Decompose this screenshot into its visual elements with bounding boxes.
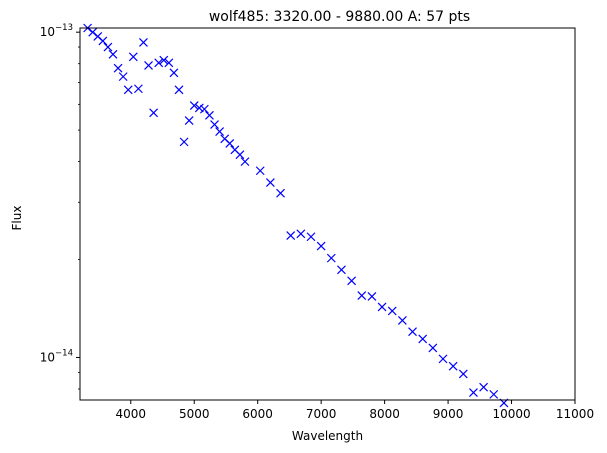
data-point [469,388,478,397]
data-point [179,137,189,147]
data-point [397,315,407,325]
data-point [169,68,179,78]
data-point [286,231,296,240]
data-point [194,103,204,113]
data-point [428,343,438,353]
data-point [215,127,225,136]
data-point [174,85,184,95]
data-point [367,292,377,301]
data-point [448,361,458,371]
data-point [418,334,428,344]
data-point [296,229,306,239]
data-point [199,104,209,114]
data-point [118,72,128,82]
data-point [139,38,148,47]
data-point [377,302,387,312]
data-point [357,291,367,300]
data-points [83,23,509,408]
data-point [316,241,326,251]
data-point [128,52,138,62]
data-point [159,55,169,65]
data-point [438,354,448,364]
data-point [326,253,336,263]
data-point [306,232,316,242]
x-tick-label: 6000 [242,407,273,421]
data-point [164,58,174,68]
x-tick-label: 11000 [556,407,594,421]
x-tick-label: 9000 [433,407,464,421]
data-point [337,265,346,275]
data-point [489,389,499,399]
data-point [205,110,214,120]
y-tick-label: 10−13 [40,23,73,39]
data-point [265,178,275,187]
data-point [149,108,159,118]
chart-title: wolf485: 3320.00 - 9880.00 A: 57 pts [209,9,470,25]
plot-frame [79,27,576,401]
x-tick-label: 5000 [179,407,210,421]
data-point [276,188,285,198]
data-point [123,85,133,95]
x-tick-label: 10000 [492,407,530,421]
data-point [133,84,143,94]
data-point [184,116,194,125]
x-axis-ticks: 4000 5000 6000 7000 8000 9000 10000 11000 [115,400,594,421]
data-point [387,306,397,316]
data-point [225,138,235,148]
y-tick-label: 10−14 [40,348,73,364]
y-axis-label: Flux [10,206,24,231]
data-point [458,369,468,379]
data-point [408,327,417,337]
data-point [154,58,164,68]
data-point [210,120,219,129]
data-point [108,49,118,59]
data-point [479,382,489,392]
data-point [235,150,245,160]
data-point [189,101,199,110]
data-point [98,36,108,46]
y-axis-ticks: 10−14 10−13 [40,23,80,390]
data-point [347,276,357,286]
x-tick-label: 4000 [115,407,146,421]
x-tick-label: 8000 [369,407,400,421]
data-point [113,63,123,73]
data-point [144,61,153,70]
x-tick-label: 7000 [306,407,337,421]
data-point [240,157,250,167]
data-point [103,42,113,52]
x-axis-label: Wavelength [292,429,363,443]
data-point [255,166,265,176]
